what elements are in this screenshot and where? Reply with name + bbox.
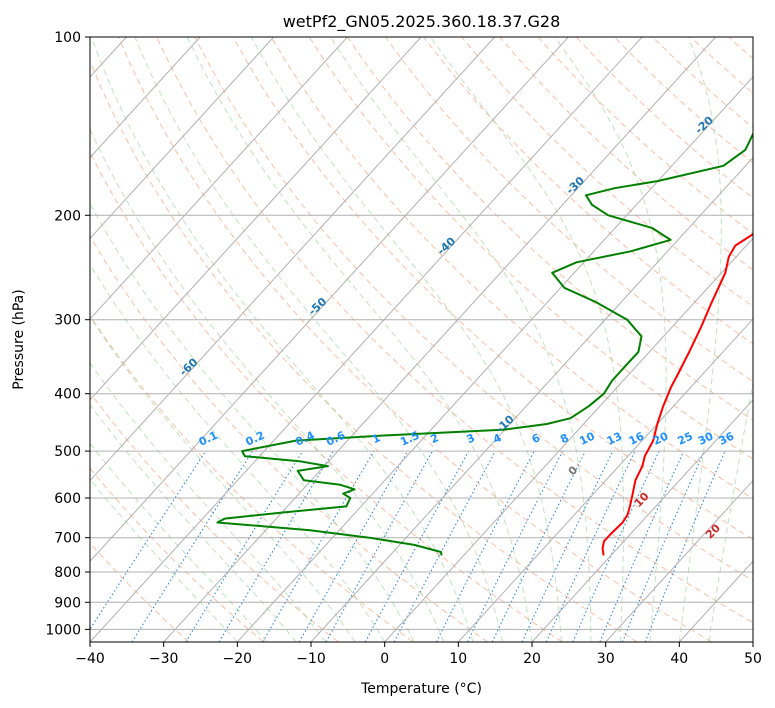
moist-adiabat-line [250,37,562,642]
isotherm-line [384,237,753,642]
isotherm-line [90,37,348,320]
y-tick-label: 300 [54,313,81,329]
mixing-ratio-line [621,450,705,642]
dry-adiabat-line [90,151,563,642]
mixing-ratio-line [325,450,433,642]
profile-lines [216,131,753,556]
moist-adiabat-line [186,37,533,642]
mixing-ratio-line [364,450,470,642]
dry-adiabat-line [232,37,753,540]
dry-adiabat-line [118,37,712,642]
moist-adiabat-line [90,263,386,642]
dry-adiabat-line [194,37,753,582]
isotherm-label: -70 [59,404,83,427]
y-axis-label: Pressure (hPa) [11,289,27,389]
dry-adiabat-line [767,37,775,642]
dewpoint-profile-line [216,131,753,556]
moist-adiabat-line [708,379,753,642]
dry-adiabat-line [270,37,753,500]
mixing-ratio-label: 25 [676,430,695,448]
isotherm-line [90,37,275,240]
mixing-ratio-line [393,450,496,642]
mixing-ratio-label: 13 [605,430,624,448]
y-tick-label: 100 [54,30,81,46]
isotherm-line [457,318,753,642]
dry-adiabat-line [90,60,638,642]
dry-adiabat-line [90,235,488,642]
y-tick-label: 1000 [45,622,81,638]
isotherm-label: -80 [0,404,9,427]
plot-frame [89,36,754,643]
mixing-ratio-label: 30 [696,429,716,447]
isotherm-line [531,399,753,642]
isotherm-line [90,37,569,562]
x-tick-label: 20 [523,651,541,667]
y-tick-label: 500 [54,444,81,460]
moist-adiabat-line [90,315,356,642]
isotherm-line [163,37,717,642]
dry-adiabat-line [90,467,264,642]
x-axis-label: Temperature (°C) [360,681,482,697]
mixing-ratio-label: 20 [651,429,671,447]
isotherm-line [605,479,753,642]
x-tick-label: 0 [380,651,389,667]
plot-background [90,37,753,642]
moist-adiabat-line [90,478,238,642]
y-tick-label: 400 [54,387,81,403]
x-axis: −40 −30 −20 −10 0 10 20 30 40 50 [75,642,762,667]
y-tick-label: 600 [54,491,81,507]
x-tick-label: −20 [223,651,253,667]
mixing-ratio-line [599,450,685,642]
dry-adiabat-line [156,37,753,624]
isotherm-line [90,37,201,159]
isotherm-line [90,37,643,642]
mixing-ratio-line [572,450,660,642]
mixing-ratio-label: 16 [627,429,647,447]
mixing-ratio-line [131,450,254,642]
isotherm-line [752,641,753,642]
moist-adiabat-line [134,37,503,642]
x-tick-label: 30 [597,651,615,667]
mixing-ratio-label: 10 [577,429,597,447]
isotherm-line [90,37,422,401]
y-tick-label: 700 [54,531,81,547]
isotherm-line [90,37,496,482]
temperature-profile-line [601,233,753,556]
x-tick-label: 50 [744,651,762,667]
isotherm-line [310,156,753,642]
moist-adiabat-line [678,37,722,642]
dry-adiabats [90,37,775,642]
dry-adiabat-line [346,37,753,421]
moist-adiabat-line [554,37,667,642]
mixing-ratio-label: 36 [717,429,737,447]
y-tick-label: 200 [54,208,81,224]
mixing-ratio-line [90,450,207,631]
moist-adiabat-line [430,37,625,642]
x-tick-label: 10 [449,651,467,667]
mixing-ratio-line [185,450,304,642]
mixing-ratio-line [467,450,564,642]
isotherm-line [236,76,753,642]
moist-adiabat-line [330,37,592,642]
x-tick-label: −40 [75,651,105,667]
x-tick-label: 40 [670,651,688,667]
moist-adiabat-line [90,37,474,642]
isotherm-grid [90,37,753,642]
y-axis: 1000 900 800 700 600 500 400 300 200 100 [45,30,90,638]
isobar-grid [90,37,753,630]
y-tick-label: 900 [54,595,81,611]
chart-title: wetPf2_GN05.2025.360.18.37.G28 [283,12,561,32]
dry-adiabat-line [308,37,753,460]
y-tick-label: 800 [54,565,81,581]
x-tick-label: −30 [149,651,179,667]
x-tick-label: −10 [296,651,326,667]
dry-adiabat-line [90,542,190,642]
